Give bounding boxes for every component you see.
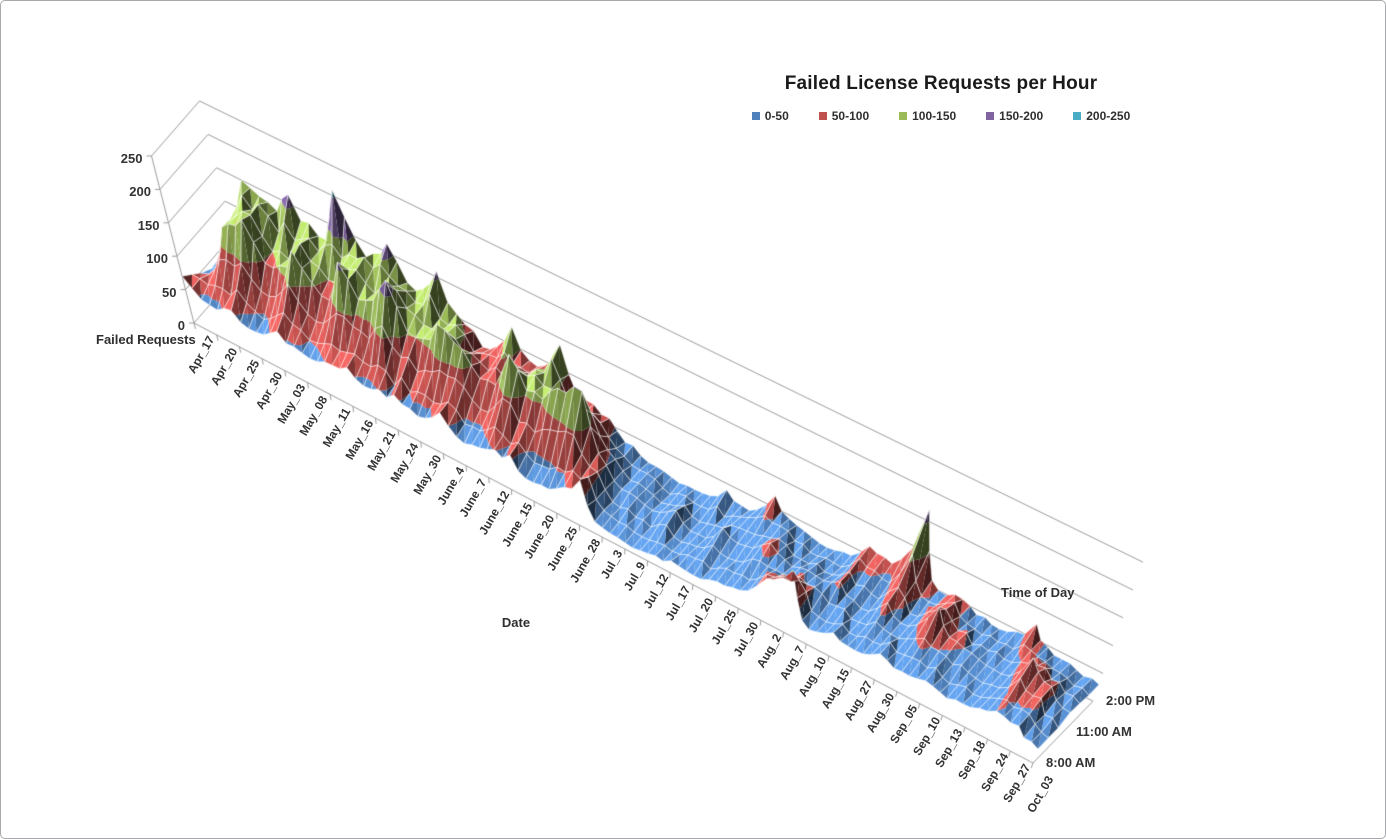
legend-item: 0-50 [751,109,789,123]
value-tick-label: 0 [177,318,185,333]
legend-item: 50-100 [818,109,870,123]
legend-label: 100-150 [912,109,957,123]
value-tick-label: 250 [120,151,143,166]
value-tick-label: 100 [146,251,168,267]
time-tick-label: 11:00 AM [1076,724,1132,740]
legend-item: 150-200 [986,109,1043,123]
legend-label: 50-100 [831,109,870,123]
date-axis-title: Date [501,615,531,630]
value-tick-label: 150 [137,217,160,233]
value-tick-label: 200 [129,184,151,200]
legend-swatch-icon [751,112,760,120]
legend-swatch-icon [1073,112,1082,120]
legend-item: 100-150 [899,109,956,123]
legend-swatch-icon [818,112,827,120]
time-tick-label: 8:00 AM [1046,755,1096,770]
legend-item: 200-250 [1073,109,1130,123]
legend-swatch-icon [986,112,995,120]
legend: 0-50 50-100 100-150 150-200 200-250 [651,109,1231,123]
chart-title: Failed License Requests per Hour [784,73,1098,94]
value-axis-title: Failed Requests [96,332,196,347]
time-tick-label: 2:00 PM [1106,693,1156,709]
legend-label: 0-50 [764,109,789,123]
depth-axis-title: Time of Day [1001,585,1075,600]
legend-label: 150-200 [999,109,1044,123]
legend-swatch-icon [899,112,908,120]
value-tick-label: 50 [162,284,177,300]
legend-label: 200-250 [1086,109,1131,123]
